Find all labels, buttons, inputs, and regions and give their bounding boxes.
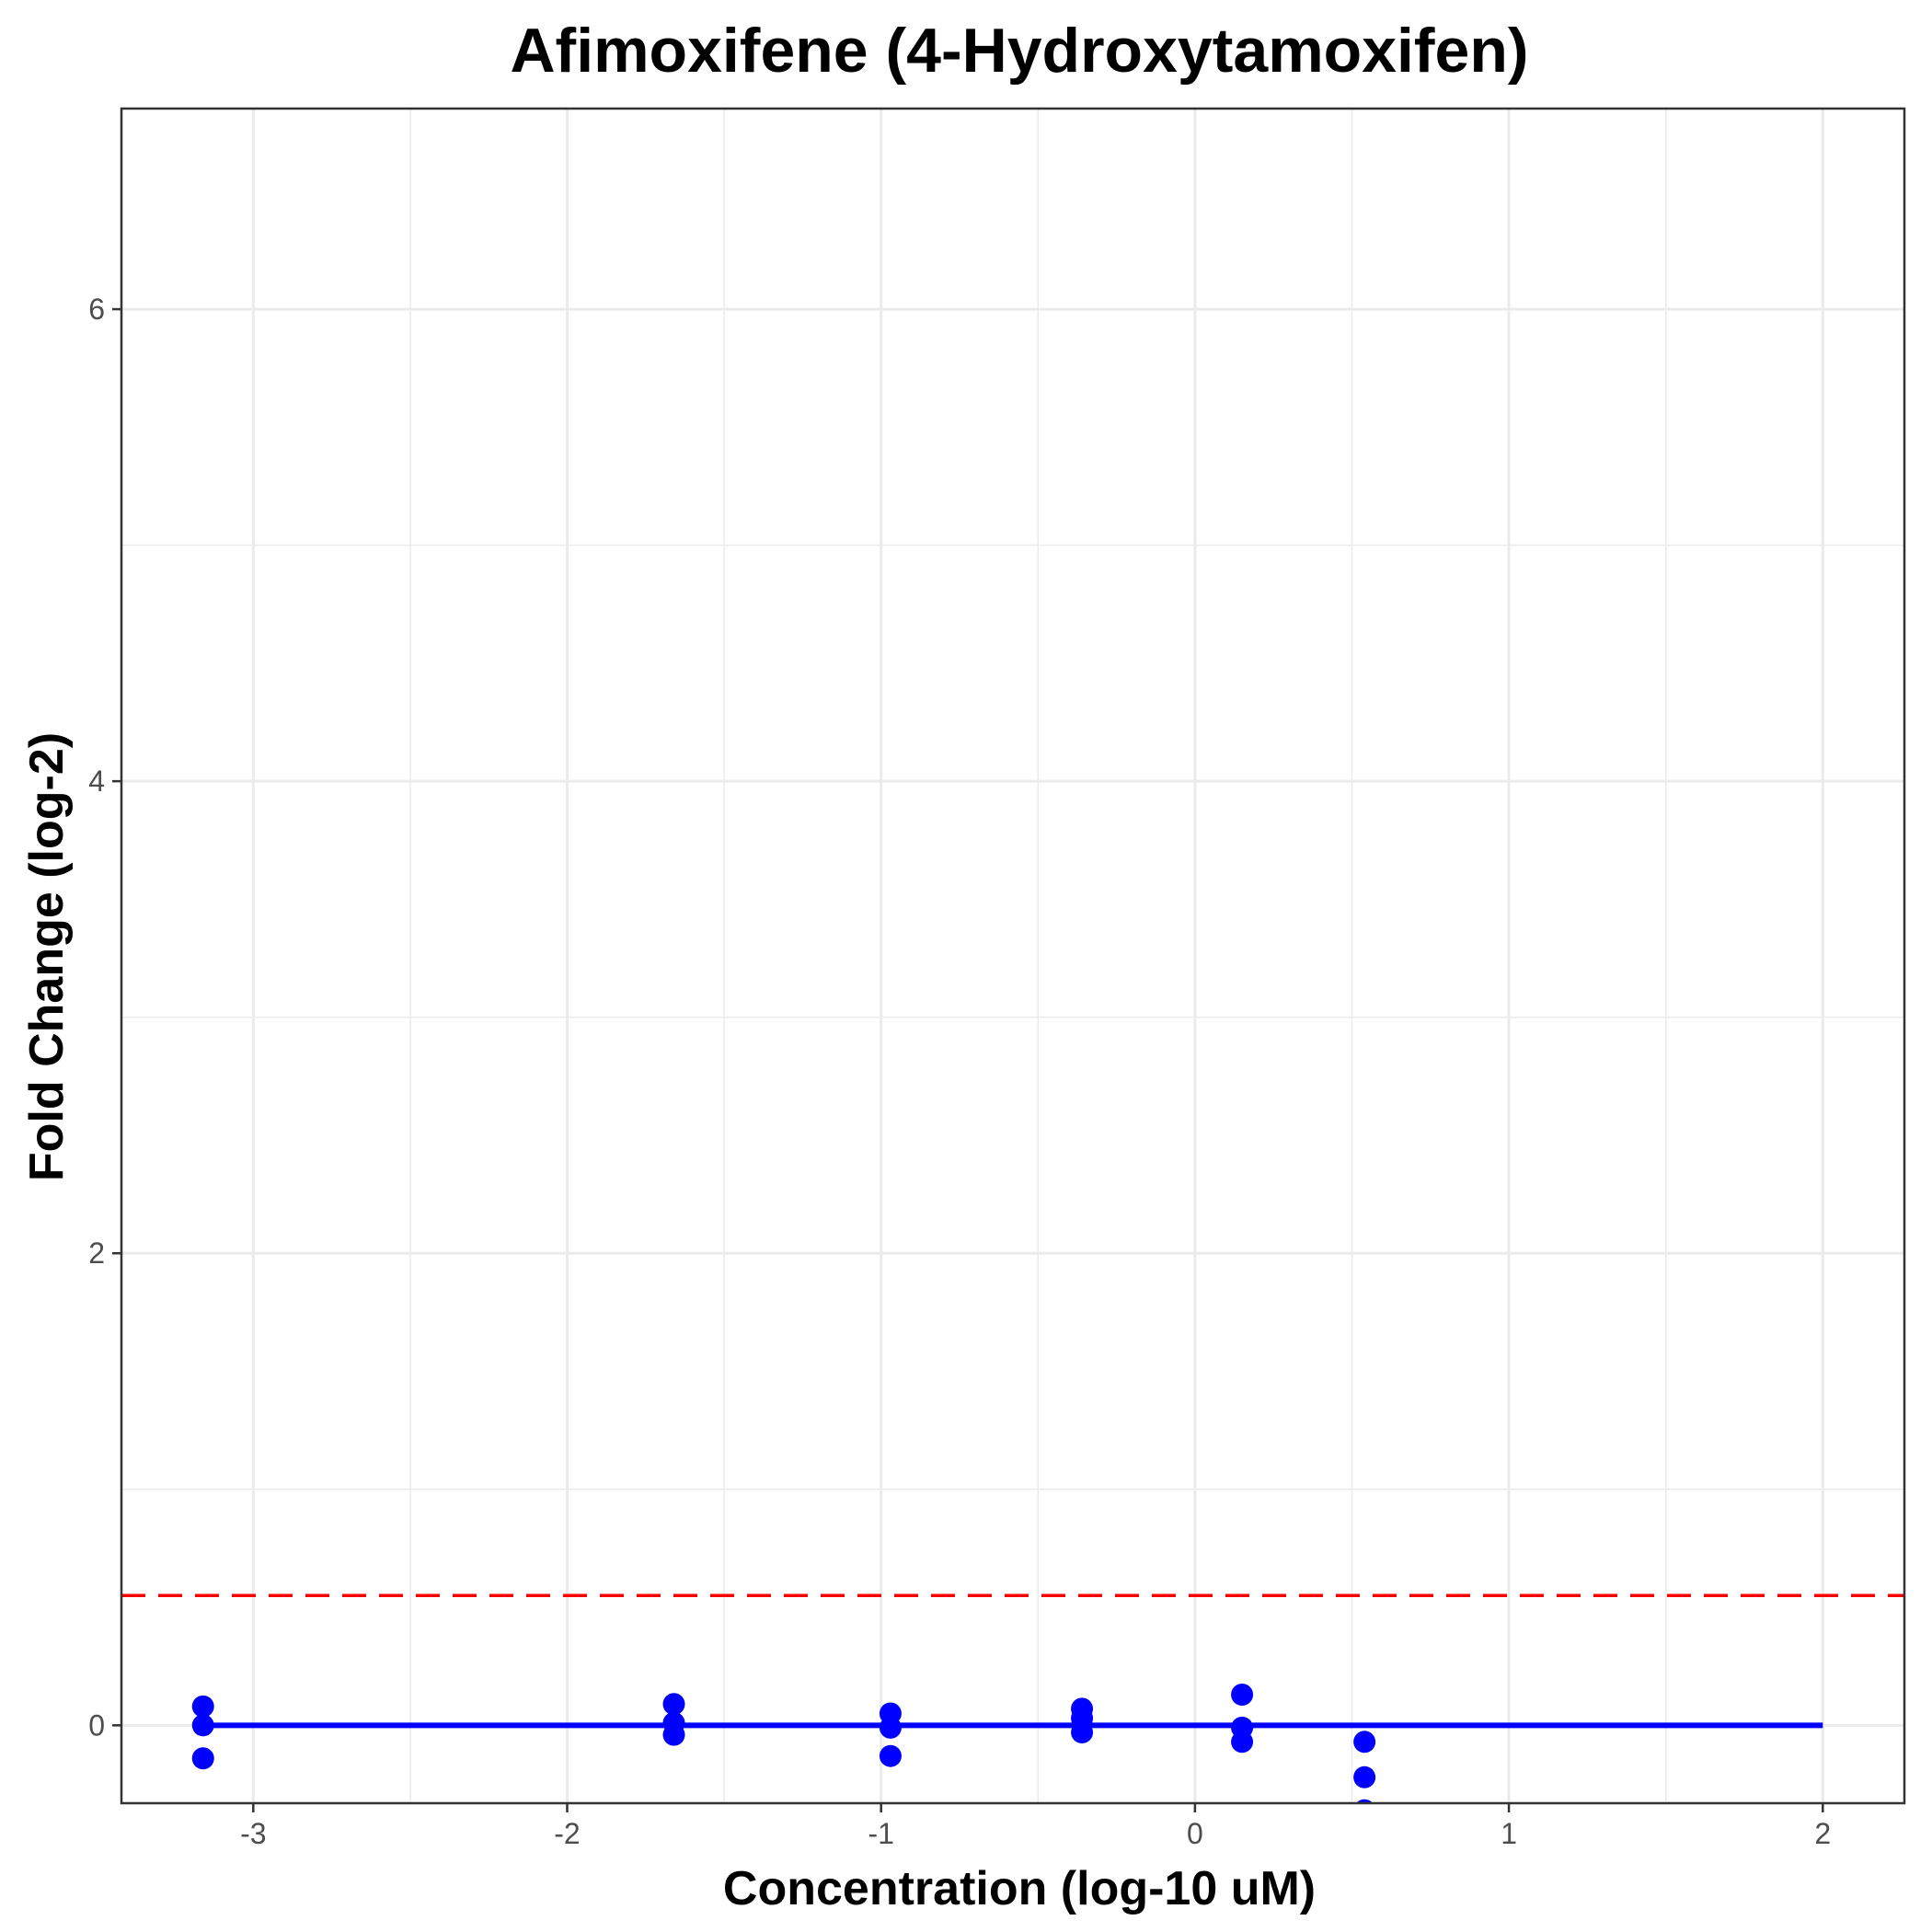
y-tick-label: 0 [88,1708,105,1742]
y-tick-label: 6 [88,293,105,326]
data-point [879,1744,902,1767]
y-axis-ticks: 0 2 4 6 [88,293,121,1742]
data-point [662,1693,685,1716]
panel-border [120,107,1906,1805]
minor-gridlines [121,109,1904,1803]
data-point [1231,1731,1254,1754]
x-axis-ticks: -3 -2 -1 0 1 2 [240,1803,1831,1850]
y-axis-title: Fold Change (log-2) [20,732,74,1181]
x-tick-label: 2 [1814,1817,1831,1850]
major-gridlines [121,109,1904,1803]
x-tick-label: 1 [1501,1817,1517,1850]
data-point [191,1714,214,1737]
data-point [1353,1731,1376,1754]
data-point [879,1716,902,1739]
data-point [1071,1721,1094,1744]
data-point [191,1747,214,1770]
chart-title: Afimoxifene (4-Hydroxytamoxifen) [510,16,1528,86]
x-tick-label: -3 [240,1817,266,1850]
x-tick-label: 0 [1187,1817,1203,1850]
data-point [1231,1683,1254,1706]
y-tick-label: 2 [88,1236,105,1270]
data-point [191,1695,214,1718]
x-axis-title: Concentration (log-10 uM) [723,1862,1316,1915]
plot-series [121,1593,1904,1803]
data-point [662,1723,685,1746]
x-tick-label: -2 [554,1817,580,1850]
data-point [1353,1765,1376,1788]
y-tick-label: 4 [88,765,105,798]
x-tick-label: -1 [868,1817,893,1850]
